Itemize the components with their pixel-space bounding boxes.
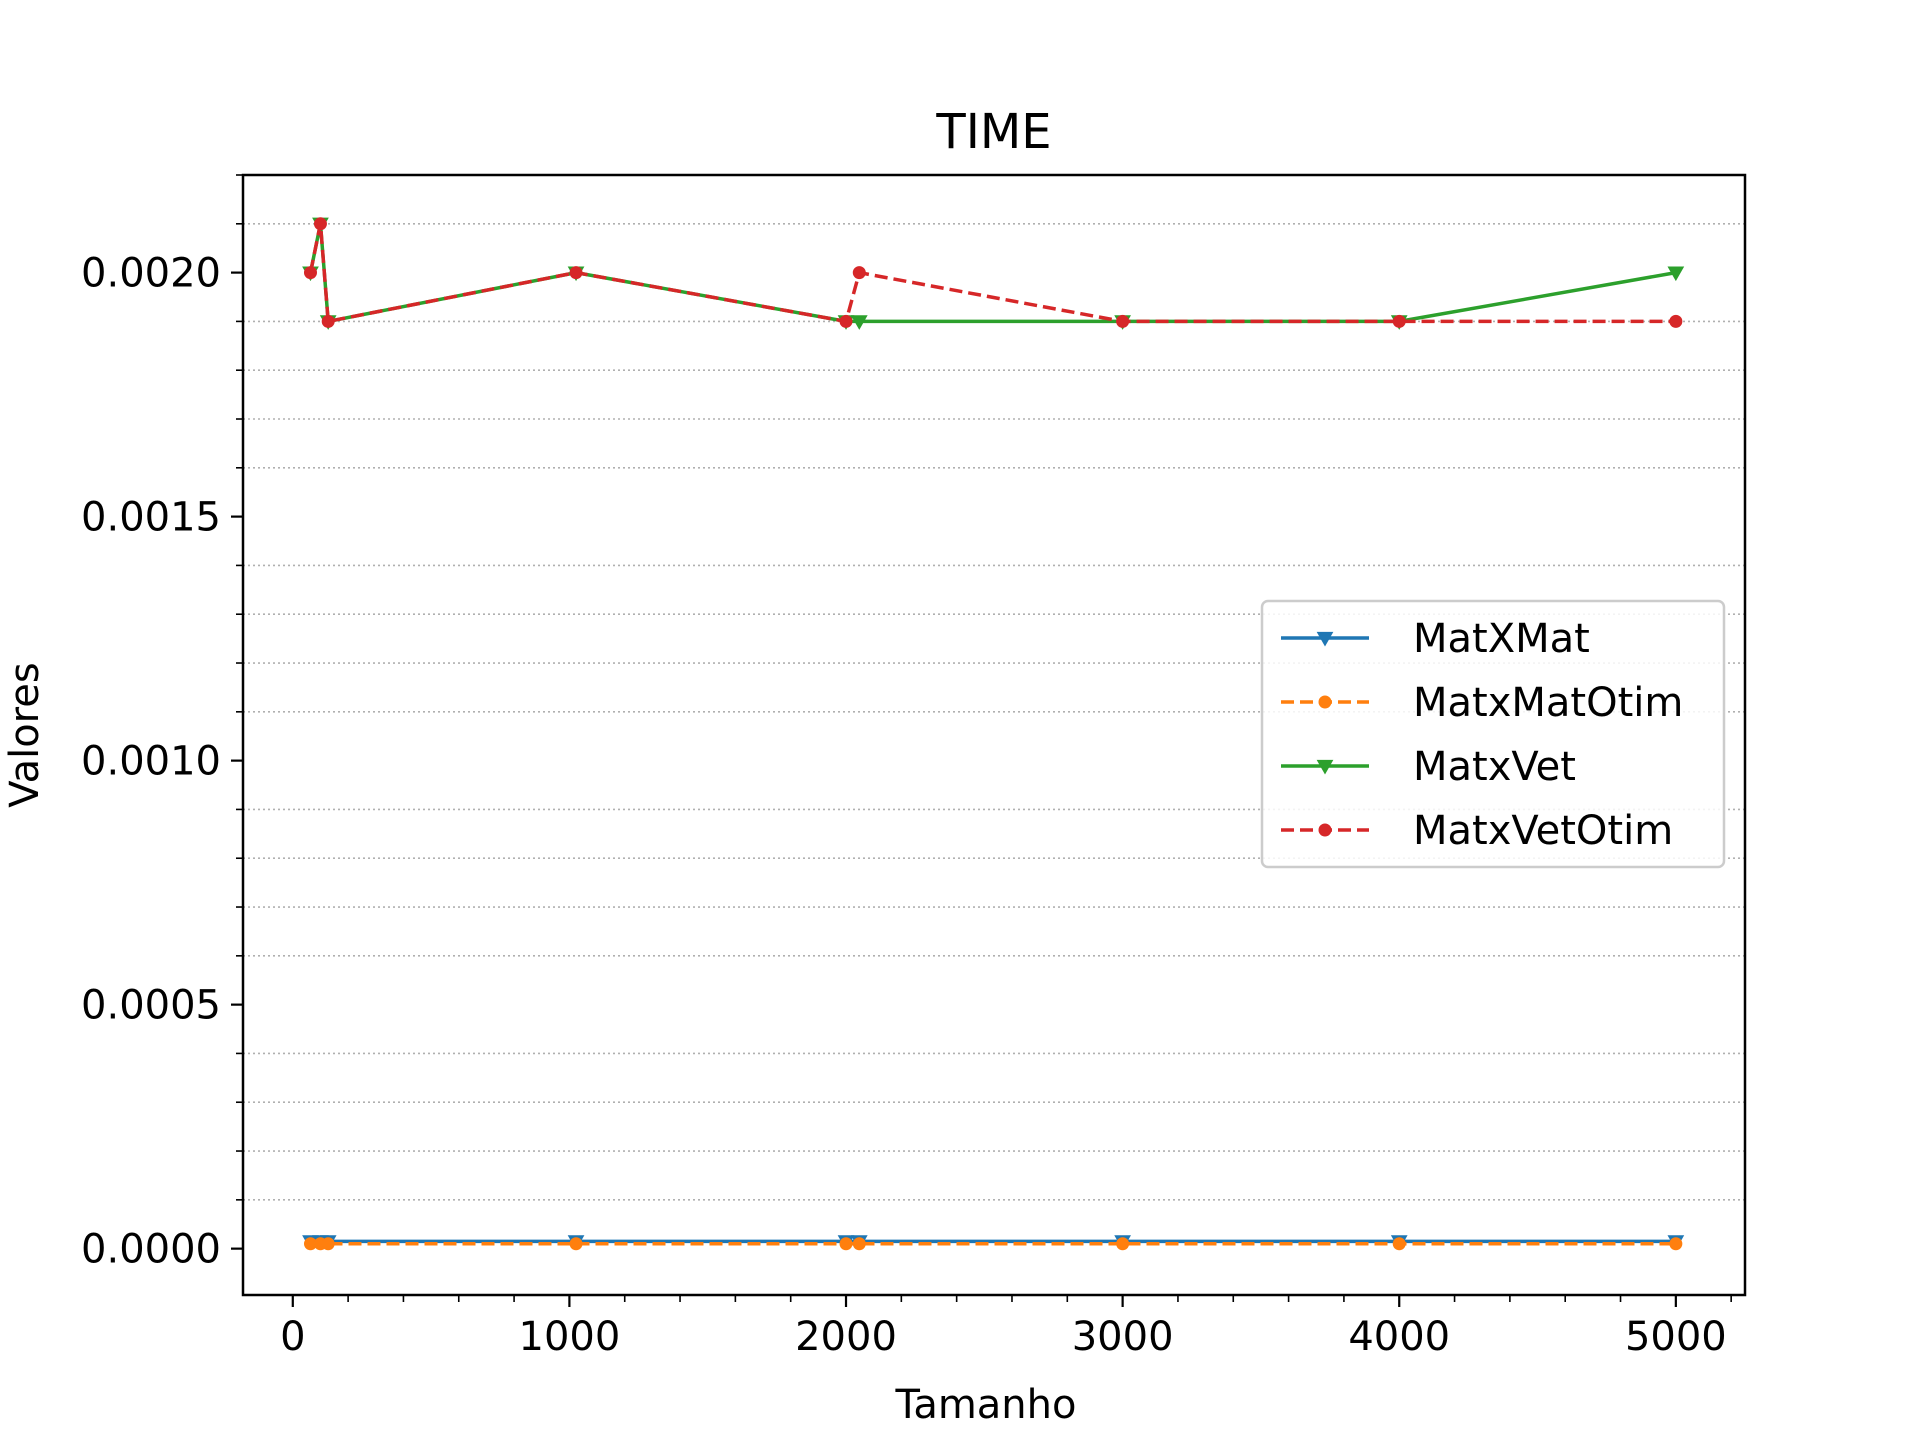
legend-marker bbox=[1318, 695, 1332, 709]
series-matxmatotim bbox=[303, 1237, 1683, 1251]
y-tick-label: 0.0010 bbox=[81, 739, 221, 785]
legend-label: MatXMat bbox=[1413, 616, 1590, 662]
y-tick-label: 0.0000 bbox=[81, 1227, 221, 1273]
data-point bbox=[569, 266, 583, 280]
legend-marker bbox=[1318, 823, 1332, 837]
data-point bbox=[1116, 1237, 1130, 1251]
chart-title: TIME bbox=[935, 104, 1051, 160]
data-point bbox=[1669, 314, 1683, 328]
legend-item-matxvetotim: MatxVetOtim bbox=[1281, 808, 1673, 854]
x-tick-label: 0 bbox=[280, 1314, 305, 1360]
data-point bbox=[850, 315, 868, 330]
x-tick-label: 2000 bbox=[795, 1314, 897, 1360]
data-point bbox=[569, 1237, 583, 1251]
x-tick-label: 1000 bbox=[519, 1314, 621, 1360]
legend-item-matxmatotim: MatxMatOtim bbox=[1281, 680, 1683, 726]
legend-label: MatxVetOtim bbox=[1413, 808, 1673, 854]
legend-item-matxvet: MatxVet bbox=[1281, 744, 1576, 790]
legend-marker bbox=[1316, 631, 1334, 647]
x-tick-label: 4000 bbox=[1348, 1314, 1450, 1360]
y-tick-label: 0.0015 bbox=[81, 495, 221, 541]
data-point bbox=[1667, 266, 1685, 282]
legend-label: MatxVet bbox=[1413, 744, 1576, 790]
data-point bbox=[839, 314, 853, 328]
legend-frame bbox=[1260, 599, 1726, 869]
series-matxvetotim bbox=[303, 217, 1683, 328]
data-point bbox=[852, 1237, 866, 1251]
y-axis-title: Valores bbox=[2, 662, 48, 807]
data-point bbox=[313, 217, 327, 231]
data-point bbox=[839, 1237, 853, 1251]
x-axis: 0 1000 2000 3000 4000 5000 bbox=[280, 1295, 1732, 1360]
data-point bbox=[321, 1237, 335, 1251]
y-tick-label: 0.0020 bbox=[81, 251, 221, 297]
x-tick-label: 5000 bbox=[1625, 1314, 1727, 1360]
data-point bbox=[852, 266, 866, 280]
legend: MatXMat MatxMatOtim MatxVet MatxVetOtim bbox=[1260, 599, 1726, 869]
data-point bbox=[1669, 1237, 1683, 1251]
data-point bbox=[321, 314, 335, 328]
series-layer bbox=[302, 217, 1685, 1251]
legend-marker bbox=[1316, 759, 1334, 775]
legend-item-matxmat: MatXMat bbox=[1281, 616, 1590, 662]
y-tick-label: 0.0005 bbox=[81, 983, 221, 1029]
data-point bbox=[1116, 314, 1130, 328]
series-line bbox=[308, 222, 1677, 324]
plot-frame bbox=[241, 173, 1747, 1297]
series-line bbox=[308, 222, 1676, 324]
data-point bbox=[303, 266, 317, 280]
legend-label: MatxMatOtim bbox=[1413, 680, 1683, 726]
y-axis: 0.0000 0.0005 0.0010 0.0015 0.0020 bbox=[81, 174, 243, 1273]
x-axis-title: Tamanho bbox=[895, 1382, 1077, 1428]
data-point bbox=[1392, 1237, 1406, 1251]
data-point bbox=[1392, 314, 1406, 328]
x-tick-label: 3000 bbox=[1072, 1314, 1174, 1360]
series-matxvet bbox=[302, 217, 1685, 330]
